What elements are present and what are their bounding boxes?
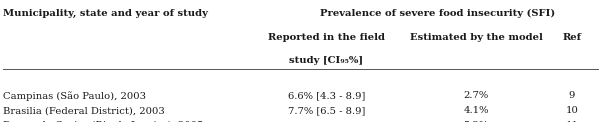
Text: Estimated by the model: Estimated by the model [410,33,543,42]
Text: 7.7% [6.5 - 8.9]: 7.7% [6.5 - 8.9] [288,106,365,115]
Text: Ref: Ref [562,33,582,42]
Text: 6.6% [4.3 - 8.9]: 6.6% [4.3 - 8.9] [288,92,365,101]
Text: 9: 9 [569,92,575,101]
Text: Prevalence of severe food insecurity (SFI): Prevalence of severe food insecurity (SF… [320,9,555,18]
Text: Reported in the field: Reported in the field [268,33,385,42]
Text: 2.7%: 2.7% [464,92,489,101]
Text: 6.3% [3.9 - 8.4]: 6.3% [3.9 - 8.4] [288,121,365,122]
Text: Campinas (São Paulo), 2003: Campinas (São Paulo), 2003 [3,92,146,101]
Text: 10: 10 [565,106,579,115]
Text: 4.1%: 4.1% [464,106,489,115]
Text: Duque de Caxias (Rio de Janeiro), 2005: Duque de Caxias (Rio de Janeiro), 2005 [3,121,204,122]
Text: 11: 11 [565,121,579,122]
Text: Brasilia (Federal District), 2003: Brasilia (Federal District), 2003 [3,106,165,115]
Text: Municipality, state and year of study: Municipality, state and year of study [3,9,208,18]
Text: study [CI₉₅%]: study [CI₉₅%] [289,56,364,65]
Text: 5.2%: 5.2% [464,121,489,122]
